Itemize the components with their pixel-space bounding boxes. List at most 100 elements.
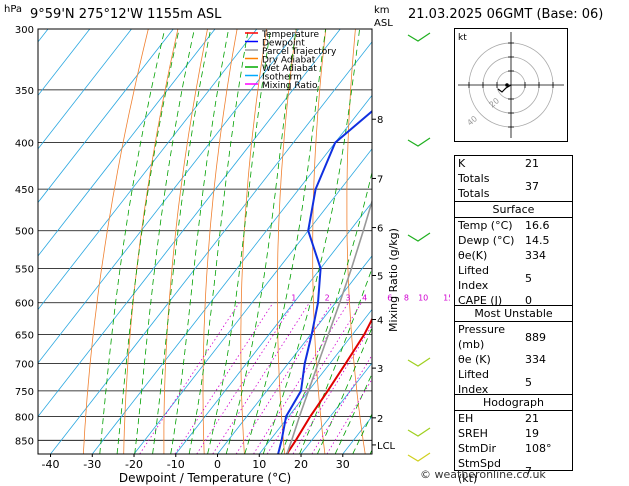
copyright-footer: © weatheronline.co.uk <box>420 468 546 481</box>
mixing-ratio-line <box>196 302 295 454</box>
row-value: 14.5 <box>525 234 550 247</box>
wet-adiabat <box>369 449 372 454</box>
table-row: Lifted Index 5 <box>455 263 572 293</box>
isotherm <box>300 362 372 454</box>
height-tick-label: 5 <box>377 271 383 282</box>
height-tick-label: 2 <box>377 414 383 425</box>
isotherm <box>50 41 372 454</box>
legend-entry: Parcel Trajectory <box>262 47 337 57</box>
row-value: 21 <box>525 157 539 170</box>
table-row: CAPE (J) 0 <box>455 293 572 308</box>
pressure-tick-label: 450 <box>15 185 34 196</box>
most-unstable-title: Most Unstable <box>455 306 572 322</box>
parcel-trajectory-trace <box>286 198 372 454</box>
wind-barb <box>407 427 431 437</box>
row-value: 19 <box>525 427 539 440</box>
dry-adiabat <box>202 29 238 454</box>
isotherm <box>258 308 372 454</box>
datetime-title: 21.03.2025 06GMT (Base: 06) <box>408 7 604 22</box>
table-row: SREH 19 <box>455 426 572 441</box>
row-value: 21 <box>525 412 539 425</box>
row-label: Lifted Index <box>458 264 489 292</box>
row-label: Lifted Index <box>458 368 489 396</box>
wet-adiabat <box>188 29 249 454</box>
wind-barb <box>407 452 431 462</box>
row-label: θe (K) <box>458 353 491 366</box>
pressure-tick-label: 350 <box>15 86 34 97</box>
mixing-ratio-label: 10 <box>418 294 428 303</box>
table-row: Dewp (°C) 14.5 <box>455 233 572 248</box>
row-label: θe(K) <box>458 249 488 262</box>
hodograph-title: Hodograph <box>455 395 572 411</box>
plot-frame <box>37 28 373 455</box>
pressure-tick-label: 400 <box>15 139 34 150</box>
pressure-tick-label: 700 <box>15 360 34 371</box>
x-tick-label: -40 <box>42 458 60 471</box>
km-label: km <box>374 5 390 16</box>
wet-adiabat <box>262 29 360 454</box>
table-row: Temp (°C) 16.6 <box>455 218 572 233</box>
dry-adiabat <box>83 29 149 454</box>
table-row: θe (K) 334 <box>455 352 572 367</box>
legend-entry: Dewpoint <box>262 39 305 49</box>
x-tick-label: 10 <box>252 458 266 471</box>
mixing-ratio-label: 6 <box>387 294 392 303</box>
isotherm <box>217 255 372 454</box>
wet-adiabat <box>352 412 372 454</box>
mixing-ratio-line <box>235 302 333 454</box>
wet-adiabat <box>170 29 229 454</box>
table-row: StmDir 108° <box>455 441 572 456</box>
row-label: StmDir <box>458 442 497 455</box>
mixing-ratio-line <box>212 302 310 454</box>
pressure-tick-label: 600 <box>15 299 34 310</box>
table-row: θe(K) 334 <box>455 248 572 263</box>
x-tick-label: -20 <box>125 458 143 471</box>
dry-adiabat <box>443 29 450 454</box>
mixing-ratio-line <box>253 302 349 454</box>
row-label: StmSpd (kt) <box>458 457 501 485</box>
row-label: K <box>458 157 466 170</box>
table-row: StmSpd (kt) 7 <box>455 456 572 486</box>
dewpoint-trace <box>277 110 372 454</box>
asl-label: ASL <box>374 18 393 29</box>
height-tick-label: 8 <box>377 115 383 126</box>
dry-adiabat <box>412 29 446 454</box>
row-label: SREH <box>458 427 488 440</box>
table-row: Pressure (mb) 889 <box>455 322 572 352</box>
surface-box: Surface Temp (°C) 16.6 Dewp (°C) 14.5 θe(K) 3… <box>454 201 573 322</box>
wet-adiabat <box>207 29 272 454</box>
dry-adiabat <box>123 29 179 454</box>
isotherm <box>175 201 372 454</box>
mixing-ratio-label: 3 <box>345 294 350 303</box>
pressure-tick-label: 300 <box>15 25 34 36</box>
mixing-ratio-label: 4 <box>362 294 367 303</box>
storm-motion-marker <box>505 83 509 87</box>
row-label: Pressure (mb) <box>458 323 505 351</box>
hodograph: kt 20 40 <box>454 28 568 142</box>
row-label: Totals Totals <box>458 172 490 200</box>
dry-adiabat <box>163 29 208 454</box>
mixing-ratio-line <box>174 302 274 454</box>
row-label: EH <box>458 412 474 425</box>
isotherm <box>38 29 91 97</box>
isotherm <box>38 29 216 257</box>
isotherm <box>91 94 372 454</box>
wet-adiabat <box>334 372 372 454</box>
dry-adiabat <box>240 29 268 454</box>
legend-entry: Mixing Ratio <box>262 81 318 91</box>
mixing-ratio-line <box>139 302 240 454</box>
row-label: CAPE (J) <box>458 294 503 307</box>
mixing-ratio-label: 8 <box>404 294 409 303</box>
row-value: 37 <box>525 179 539 193</box>
pressure-unit-label: hPa <box>4 4 23 15</box>
legend-entry: Wet Adiabat <box>262 64 317 74</box>
isotherm <box>133 148 372 454</box>
height-tick-label: 6 <box>377 224 383 235</box>
height-tick-label: 3 <box>377 364 383 375</box>
pressure-tick-label: 800 <box>15 412 34 423</box>
skewt-chart: 1234681015202530035040045050055060065070… <box>15 25 450 485</box>
mixing-ratio-label: 2 <box>325 294 330 303</box>
x-tick-label: 30 <box>336 458 350 471</box>
isotherm <box>38 29 299 364</box>
